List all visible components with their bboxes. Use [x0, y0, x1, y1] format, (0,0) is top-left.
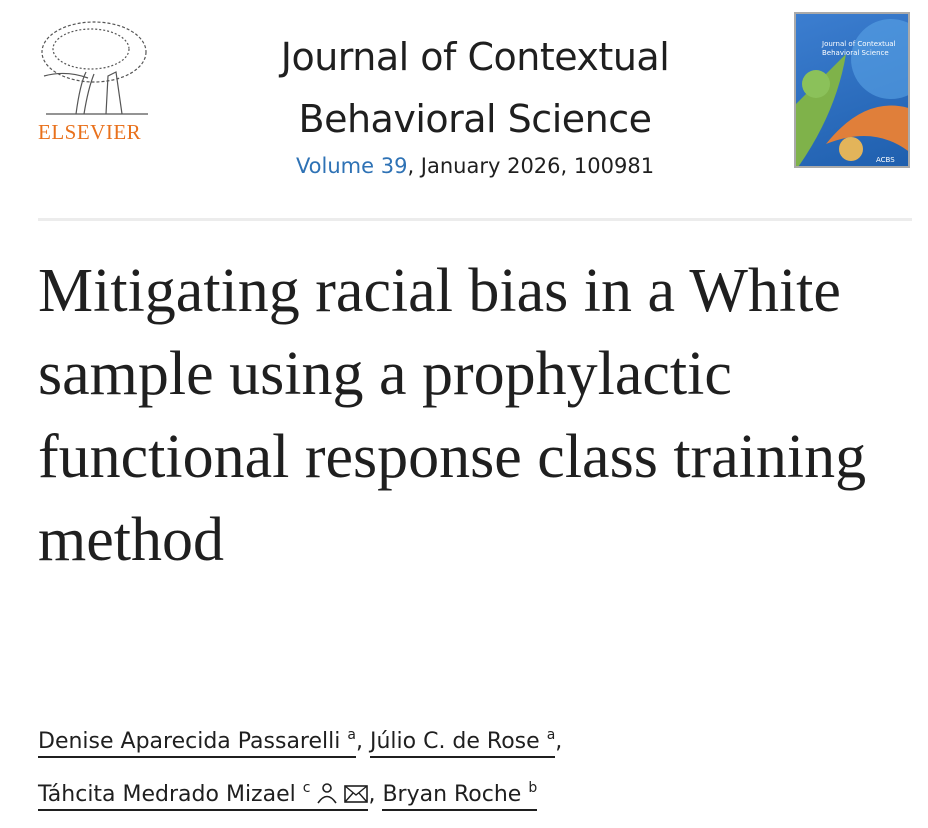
author-link[interactable]: Júlio C. de Rose a: [369, 727, 556, 758]
author-link[interactable]: Denise Aparecida Passarelli a: [38, 727, 356, 758]
issue-details: , January 2026, 100981: [407, 154, 655, 178]
elsevier-tree-logo: [41, 21, 148, 115]
author-name: Táhcita Medrado Mizael: [38, 782, 296, 807]
author-name: Bryan Roche: [382, 782, 522, 807]
journal-cover-image[interactable]: Journal of Contextual Behavioral Science…: [794, 12, 910, 168]
affiliation-marker: a: [546, 727, 556, 743]
affiliation-marker: b: [528, 780, 538, 796]
journal-header: Journal of Contextual Behavioral Science…: [200, 26, 750, 178]
journal-title-line2[interactable]: Behavioral Science: [298, 97, 652, 141]
issue-info: Volume 39, January 2026, 100981: [200, 154, 750, 178]
author-list: Denise Aparecida Passarelli a, Júlio C. …: [38, 712, 918, 818]
journal-title-line1[interactable]: Journal of Contextual: [280, 35, 670, 79]
volume-link[interactable]: Volume 39: [295, 154, 408, 178]
author-name: Júlio C. de Rose: [369, 729, 540, 754]
author-link[interactable]: Bryan Roche b: [382, 780, 538, 811]
header-divider: [38, 218, 912, 221]
cover-title: Journal of Contextual Behavioral Science: [822, 40, 896, 57]
person-icon: [317, 783, 338, 804]
affiliation-marker: a: [347, 727, 356, 743]
author-name: Denise Aparecida Passarelli: [38, 729, 341, 754]
cover-art: [796, 19, 908, 166]
article-title: Mitigating racial bias in a White sample…: [38, 257, 867, 574]
cover-badge: ACBS: [876, 156, 895, 164]
envelope-icon: [344, 785, 369, 803]
affiliation-marker: c: [302, 780, 311, 796]
elsevier-wordmark[interactable]: ELSEVIER: [38, 120, 142, 144]
author-link[interactable]: Táhcita Medrado Mizael c: [38, 780, 369, 811]
